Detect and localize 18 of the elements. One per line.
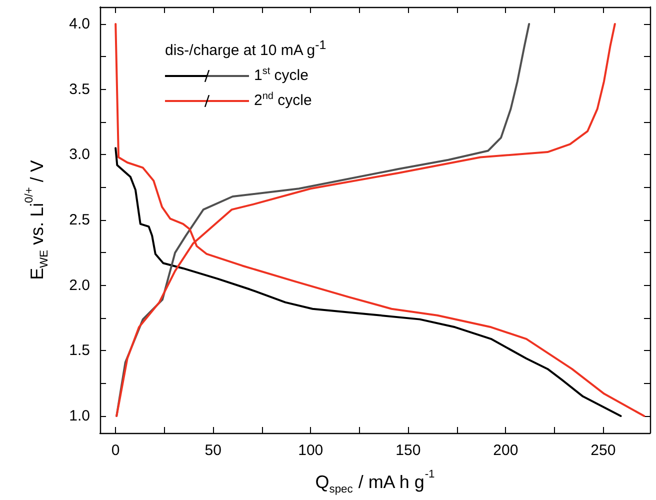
y-tick-label: 3.5 xyxy=(69,80,90,98)
x-tick-label: 150 xyxy=(396,442,421,459)
y-tick-label: 2.5 xyxy=(69,212,90,228)
x-tick-label: 50 xyxy=(204,442,222,459)
y-tick-label: 4.0 xyxy=(69,15,90,32)
legend-title: dis-/charge at 10 mA g$^{-1}$ xyxy=(165,37,326,61)
y-tick-label: 3.0 xyxy=(69,146,90,164)
y-axis-title: EWE vs. Li0/+ / V xyxy=(24,160,50,280)
x-tick-label: 100 xyxy=(298,442,324,459)
x-tick-label: 200 xyxy=(493,442,518,459)
y-tick-label: 1.5 xyxy=(69,342,90,360)
x-tick-label: 0 xyxy=(111,442,120,459)
y-tick-label: 2.0 xyxy=(69,276,90,294)
legend-label: 1$^{st}$ cycle xyxy=(254,65,308,86)
x-tick-label: 250 xyxy=(590,442,616,459)
legend-label: 2$^{nd}$ cycle xyxy=(254,90,312,111)
y-tick-label: 1.0 xyxy=(69,408,90,425)
line-series xyxy=(114,147,622,418)
